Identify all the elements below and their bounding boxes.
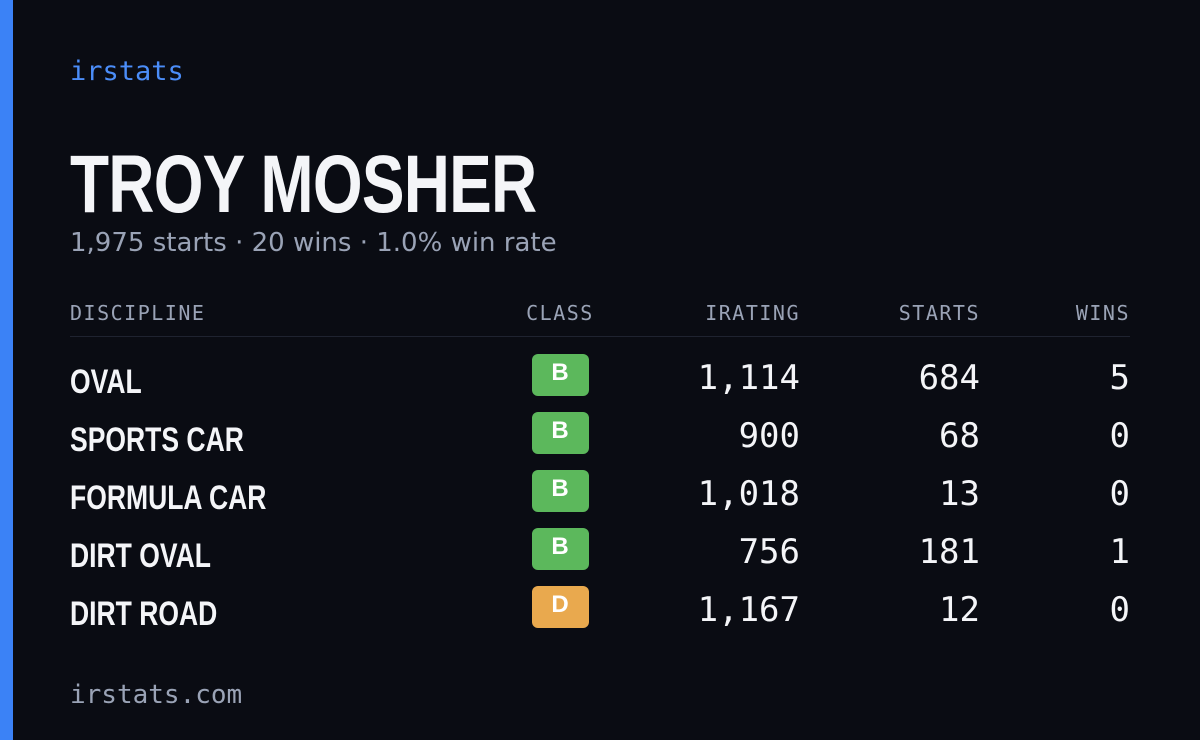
starts-value: 181 [918,532,980,572]
discipline-name: FORMULA CAR [70,479,267,517]
irating-value: 1,018 [697,474,800,514]
class-badge: B [531,412,589,454]
discipline-name: SPORTS CAR [70,421,244,459]
irating-value: 1,167 [697,590,800,630]
class-badge: B [531,528,589,570]
starts-value: 12 [939,590,980,630]
wins-value: 0 [1109,416,1130,456]
starts-value: 684 [918,358,980,398]
column-header: STARTS [898,301,980,325]
discipline-name: OVAL [70,363,142,401]
irating-value: 1,114 [697,358,800,398]
accent-bar [0,0,13,740]
summary: 1,975 starts · 20 wins · 1.0% win rate [70,228,557,258]
column-header: WINS [1075,301,1130,325]
wins-value: 0 [1109,590,1130,630]
starts-value: 68 [939,416,980,456]
column-header: IRATING [705,301,800,325]
class-badge: B [531,470,589,512]
wins-value: 1 [1109,532,1130,572]
footer: irstats.com [70,680,243,710]
class-badge: B [531,354,589,396]
discipline-name: DIRT OVAL [70,537,211,575]
column-header: CLASS [526,301,594,325]
driver-name: TROY MOSHER [70,139,537,230]
irating-value: 900 [738,416,800,456]
wins-value: 0 [1109,474,1130,514]
column-header: DISCIPLINE [70,301,206,325]
class-badge: D [531,586,589,628]
brand: irstats [70,56,184,87]
header-rule [70,336,1130,337]
irating-value: 756 [738,532,800,572]
discipline-name: DIRT ROAD [70,595,218,633]
starts-value: 13 [939,474,980,514]
wins-value: 5 [1109,358,1130,398]
